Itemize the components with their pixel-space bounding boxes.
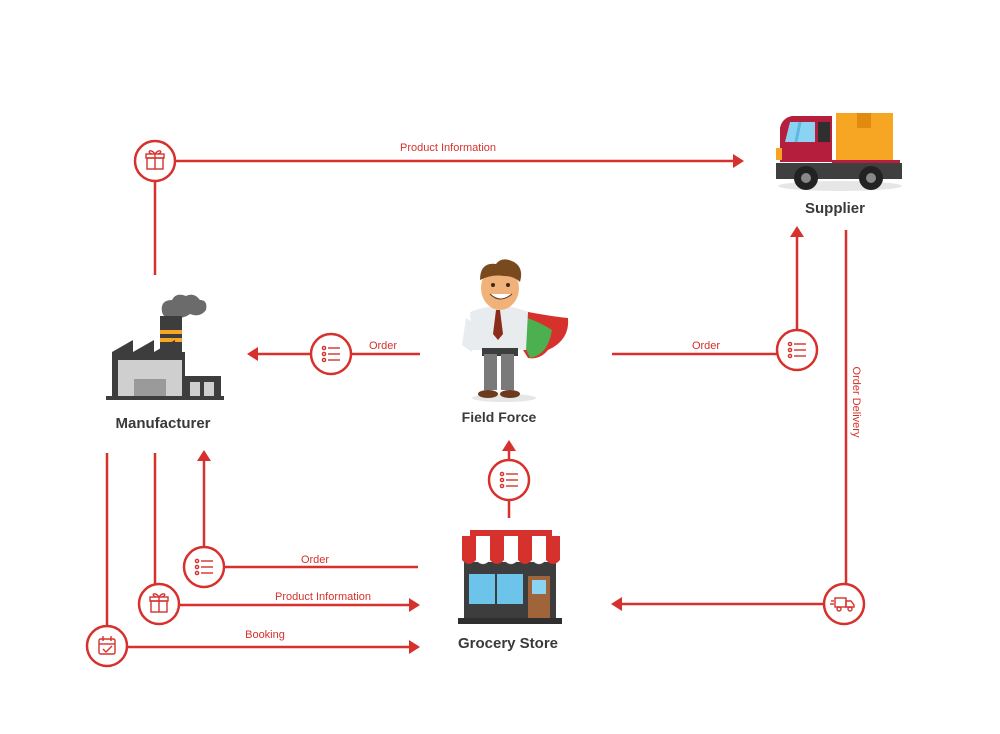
badge-store-order[interactable]: [182, 545, 226, 589]
arrowhead-grocery-2: [409, 640, 420, 654]
edge-label-product-info-top: Product Information: [400, 142, 496, 154]
factory-icon: [106, 294, 224, 400]
grocery-store-node[interactable]: Grocery Store: [458, 530, 562, 652]
connections: [105, 154, 848, 654]
badge-product-info-top[interactable]: [133, 139, 177, 183]
arrowhead-grocery-right: [611, 597, 622, 611]
manufacturer-node[interactable]: Manufacturer: [106, 294, 224, 432]
arrowhead-field-force: [502, 440, 516, 451]
edge-label-order-manufacturer: Order: [369, 340, 397, 352]
edge-label-order-supplier: Order: [692, 340, 720, 352]
arrowhead-manufacturer: [247, 347, 258, 361]
edge-label-order-store: Order: [301, 554, 329, 566]
grocery-store-label: Grocery Store: [458, 635, 558, 652]
manufacturer-label: Manufacturer: [115, 415, 210, 432]
badge-product-info-bottom[interactable]: [137, 582, 181, 626]
supplier-node[interactable]: Supplier: [776, 113, 902, 217]
field-force-label: Field Force: [462, 409, 537, 425]
arrowhead-supplier: [733, 154, 744, 168]
salesman-character-icon: [462, 259, 569, 402]
badge-order-delivery[interactable]: [822, 582, 866, 626]
supplier-truck-icon: [776, 113, 902, 191]
arrowhead-manufacturer-up: [197, 450, 211, 461]
supplier-label: Supplier: [805, 200, 865, 217]
badge-order-to-manufacturer[interactable]: [309, 332, 353, 376]
calendar-check-icon: [98, 636, 116, 655]
badge-order-to-supplier[interactable]: [775, 328, 819, 372]
list-icon: [499, 471, 519, 489]
delivery-truck-icon: [830, 597, 855, 612]
badge-booking[interactable]: [85, 624, 129, 668]
badge-store-to-field[interactable]: [487, 458, 531, 502]
edge-label-product-info-bottom: Product Information: [275, 591, 371, 603]
arrowhead-grocery-1: [409, 598, 420, 612]
arrowhead-supplier-up: [790, 226, 804, 237]
list-icon: [194, 558, 214, 576]
edge-label-order-delivery: Order Delivery: [850, 367, 862, 438]
list-icon: [787, 341, 807, 359]
store-building-icon: [458, 530, 562, 624]
list-icon: [321, 345, 341, 363]
edge-label-booking: Booking: [245, 629, 285, 641]
field-force-node[interactable]: Field Force: [462, 259, 569, 425]
